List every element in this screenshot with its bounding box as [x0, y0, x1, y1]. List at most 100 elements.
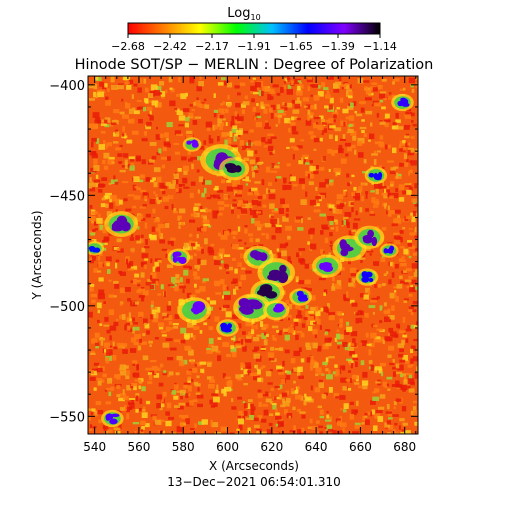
heatmap-speckle [156, 86, 159, 92]
heatmap-speckle [390, 167, 396, 173]
heatmap-speckle [385, 144, 388, 150]
heatmap-speckle [237, 92, 241, 96]
heatmap-speckle [254, 181, 261, 184]
heatmap-speckle [279, 113, 286, 116]
heatmap-speckle [394, 422, 398, 426]
heatmap-speckle [406, 159, 409, 163]
heatmap-speckle [213, 111, 217, 118]
heatmap-speckle [355, 317, 359, 324]
heatmap-speckle [280, 378, 286, 384]
heatmap-speckle [306, 104, 311, 109]
heatmap-speckle [244, 410, 248, 416]
heatmap-speckle [219, 266, 223, 270]
heatmap-speckle [407, 364, 413, 368]
heatmap-speckle [193, 206, 199, 211]
heatmap-speckle [270, 96, 274, 100]
heatmap-speckle [146, 400, 151, 405]
heatmap-speckle [269, 203, 275, 209]
heatmap-speckle [93, 179, 101, 183]
heatmap-speckle [109, 197, 112, 203]
heatmap-speckle [127, 401, 134, 405]
heatmap-speckle [115, 262, 118, 269]
heatmap-speckle [237, 226, 241, 232]
polarization-region [379, 243, 399, 258]
heatmap-speckle [408, 374, 413, 379]
heatmap-speckle [290, 388, 294, 392]
heatmap-speckle [299, 258, 306, 265]
heatmap-speckle [134, 379, 142, 382]
heatmap-speckle [182, 108, 190, 113]
heatmap-speckle [383, 189, 390, 193]
heatmap-speckle [384, 117, 388, 120]
heatmap-speckle [203, 219, 210, 226]
heatmap-speckle [364, 413, 369, 416]
heatmap-speckle [252, 215, 258, 218]
heatmap-speckle [349, 351, 355, 356]
heatmap-speckle [151, 309, 156, 315]
heatmap-speckle [191, 163, 194, 170]
heatmap-speckle [100, 253, 103, 256]
heatmap-speckle [90, 352, 96, 355]
heatmap-speckle [195, 392, 201, 395]
heatmap-speckle [362, 371, 368, 378]
heatmap-speckle [313, 148, 317, 151]
heatmap-speckle [227, 228, 232, 233]
heatmap-speckle [363, 80, 370, 83]
heatmap-speckle [243, 383, 248, 386]
heatmap-speckle [405, 268, 412, 272]
heatmap-speckle [135, 395, 139, 402]
heatmap-speckle [363, 294, 369, 300]
polarization-region [167, 248, 191, 266]
heatmap-speckle [315, 373, 319, 377]
heatmap-speckle [98, 213, 101, 218]
heatmap-speckle [123, 395, 129, 400]
heatmap-speckle [316, 421, 320, 424]
heatmap-speckle [352, 431, 359, 434]
heatmap-speckle [242, 401, 245, 404]
heatmap-speckle [100, 203, 106, 208]
heatmap-speckle [353, 186, 357, 191]
heatmap-speckle [142, 106, 147, 112]
heatmap-speckle [263, 409, 269, 416]
heatmap-speckle [392, 371, 396, 377]
heatmap-speckle [250, 409, 255, 415]
heatmap-speckle [168, 76, 173, 83]
heatmap-speckle [310, 135, 316, 140]
heatmap-speckle [341, 220, 345, 226]
heatmap-speckle [197, 156, 201, 161]
heatmap-speckle [257, 415, 263, 421]
heatmap-speckle [258, 401, 262, 407]
heatmap-speckle [365, 419, 370, 426]
heatmap-speckle [217, 118, 223, 124]
heatmap-speckle [112, 341, 115, 347]
heatmap-speckle [261, 104, 265, 109]
heatmap-speckle [284, 117, 291, 124]
heatmap-speckle [335, 226, 339, 232]
heatmap-speckle [376, 328, 384, 331]
heatmap-speckle [384, 203, 387, 209]
heatmap-speckle [96, 378, 103, 381]
heatmap-speckle [97, 380, 102, 386]
heatmap-speckle [378, 144, 381, 147]
heatmap-speckle [350, 272, 356, 277]
heatmap-speckle [398, 258, 403, 262]
heatmap-speckle [260, 321, 264, 327]
heatmap-speckle [132, 301, 139, 305]
heatmap-speckle [197, 258, 201, 265]
heatmap-speckle [121, 314, 126, 320]
heatmap-speckle [257, 196, 263, 200]
heatmap-speckle [208, 225, 212, 228]
heatmap-speckle [232, 257, 236, 261]
heatmap-speckle [240, 374, 244, 378]
heatmap-speckle [245, 183, 248, 186]
heatmap-speckle [231, 351, 237, 358]
heatmap-speckle [163, 291, 167, 297]
heatmap-speckle [105, 99, 111, 106]
heatmap-speckle [275, 224, 282, 228]
heatmap-speckle [225, 122, 228, 126]
heatmap-speckle [313, 209, 321, 213]
heatmap-speckle [162, 196, 169, 202]
heatmap-speckle [197, 267, 200, 271]
heatmap-speckle [271, 104, 276, 110]
heatmap-speckle [132, 205, 137, 209]
